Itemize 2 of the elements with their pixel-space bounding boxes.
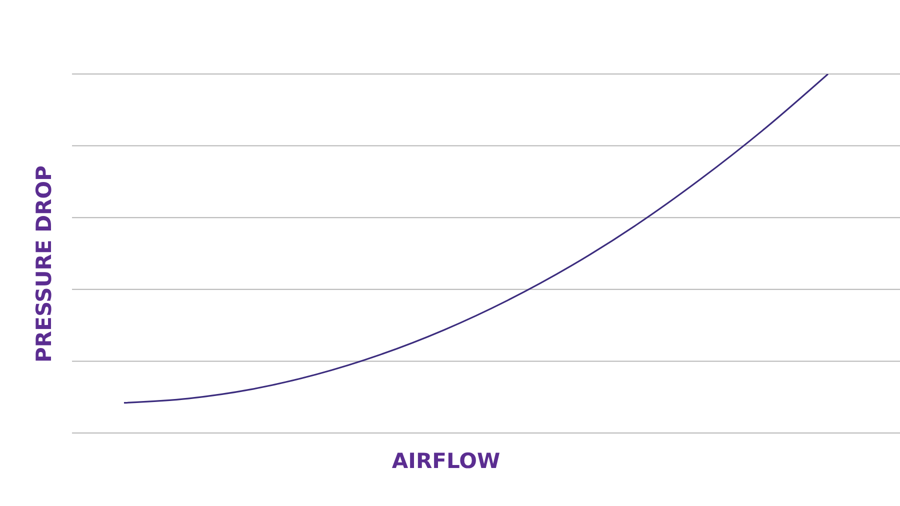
y-axis-title: PRESSURE DROP: [32, 165, 56, 362]
x-axis-title: AIRFLOW: [390, 449, 502, 473]
